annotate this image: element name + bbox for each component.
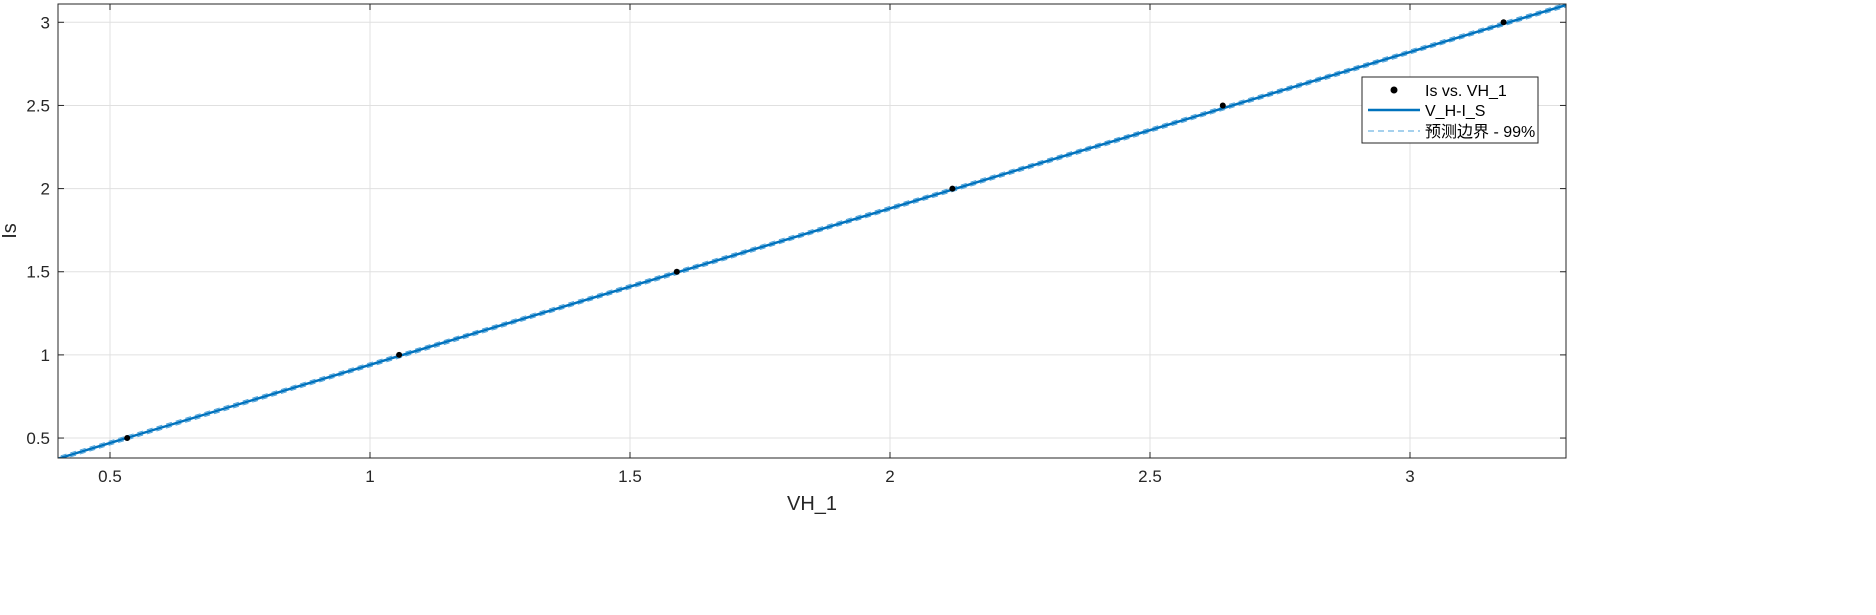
fit-line — [58, 4, 1566, 458]
prediction-bound-lower — [64, 6, 1566, 458]
x-tick-label: 2.5 — [1138, 467, 1162, 486]
y-tick-label: 0.5 — [26, 429, 50, 448]
x-axis-label: VH_1 — [787, 493, 837, 515]
data-point — [1219, 102, 1226, 109]
x-tick-label: 2 — [885, 467, 894, 486]
legend-label-fit: V_H-I_S — [1425, 103, 1485, 120]
data-point — [949, 185, 956, 192]
y-tick-label: 1.5 — [26, 263, 50, 282]
x-tick-label: 1.5 — [618, 467, 642, 486]
prediction-bound-upper — [58, 4, 1565, 458]
data-point — [1500, 19, 1507, 26]
data-point — [673, 268, 680, 275]
y-tick-label: 3 — [41, 13, 50, 32]
legend-label-bounds: 预测边界 - 99% — [1425, 123, 1535, 141]
x-tick-label: 0.5 — [98, 467, 122, 486]
axes-box — [57, 3, 1567, 459]
y-axis-label: Is — [0, 223, 21, 239]
y-tick-label: 2 — [41, 180, 50, 199]
plot-data — [58, 4, 1566, 458]
legend-marker-points — [1390, 86, 1398, 94]
legend-label-points: Is vs. VH_1 — [1425, 83, 1507, 100]
x-tick-label: 1 — [365, 467, 374, 486]
y-tick-label: 1 — [41, 346, 50, 365]
legend: Is vs. VH_1 V_H-I_S 预测边界 - 99% — [1361, 76, 1539, 144]
x-tick-label: 3 — [1405, 467, 1414, 486]
axis-ticks: 0.5 1 1.5 2 2.5 3 0.5 1 1.5 2 2.5 3 — [26, 4, 1566, 486]
y-tick-label: 2.5 — [26, 96, 50, 115]
data-point — [396, 351, 403, 358]
data-point — [124, 435, 131, 442]
